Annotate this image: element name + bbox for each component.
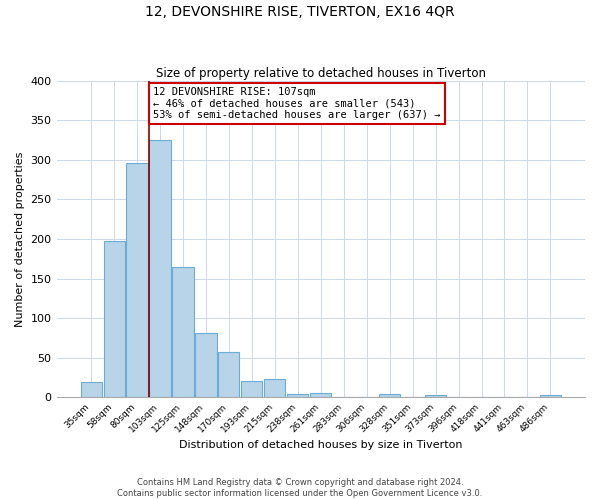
Bar [425,395,446,398]
Bar [104,242,125,398]
Bar [127,163,148,398]
Text: Contains HM Land Registry data © Crown copyright and database right 2024.
Contai: Contains HM Land Registry data © Crown c… [118,478,482,498]
Text: 12 DEVONSHIRE RISE: 107sqm
← 46% of detached houses are smaller (543)
53% of sem: 12 DEVONSHIRE RISE: 107sqm ← 46% of deta… [153,87,440,120]
Title: Size of property relative to detached houses in Tiverton: Size of property relative to detached ho… [156,66,486,80]
Bar [172,267,194,398]
Text: 12, DEVONSHIRE RISE, TIVERTON, EX16 4QR: 12, DEVONSHIRE RISE, TIVERTON, EX16 4QR [145,5,455,19]
Bar [264,380,286,398]
Y-axis label: Number of detached properties: Number of detached properties [15,152,25,327]
Bar [218,352,239,398]
Bar [196,332,217,398]
Bar [287,394,308,398]
Bar [310,392,331,398]
X-axis label: Distribution of detached houses by size in Tiverton: Distribution of detached houses by size … [179,440,463,450]
Bar [540,395,561,398]
Bar [149,140,170,398]
Bar [241,381,262,398]
Bar [379,394,400,398]
Bar [80,382,101,398]
